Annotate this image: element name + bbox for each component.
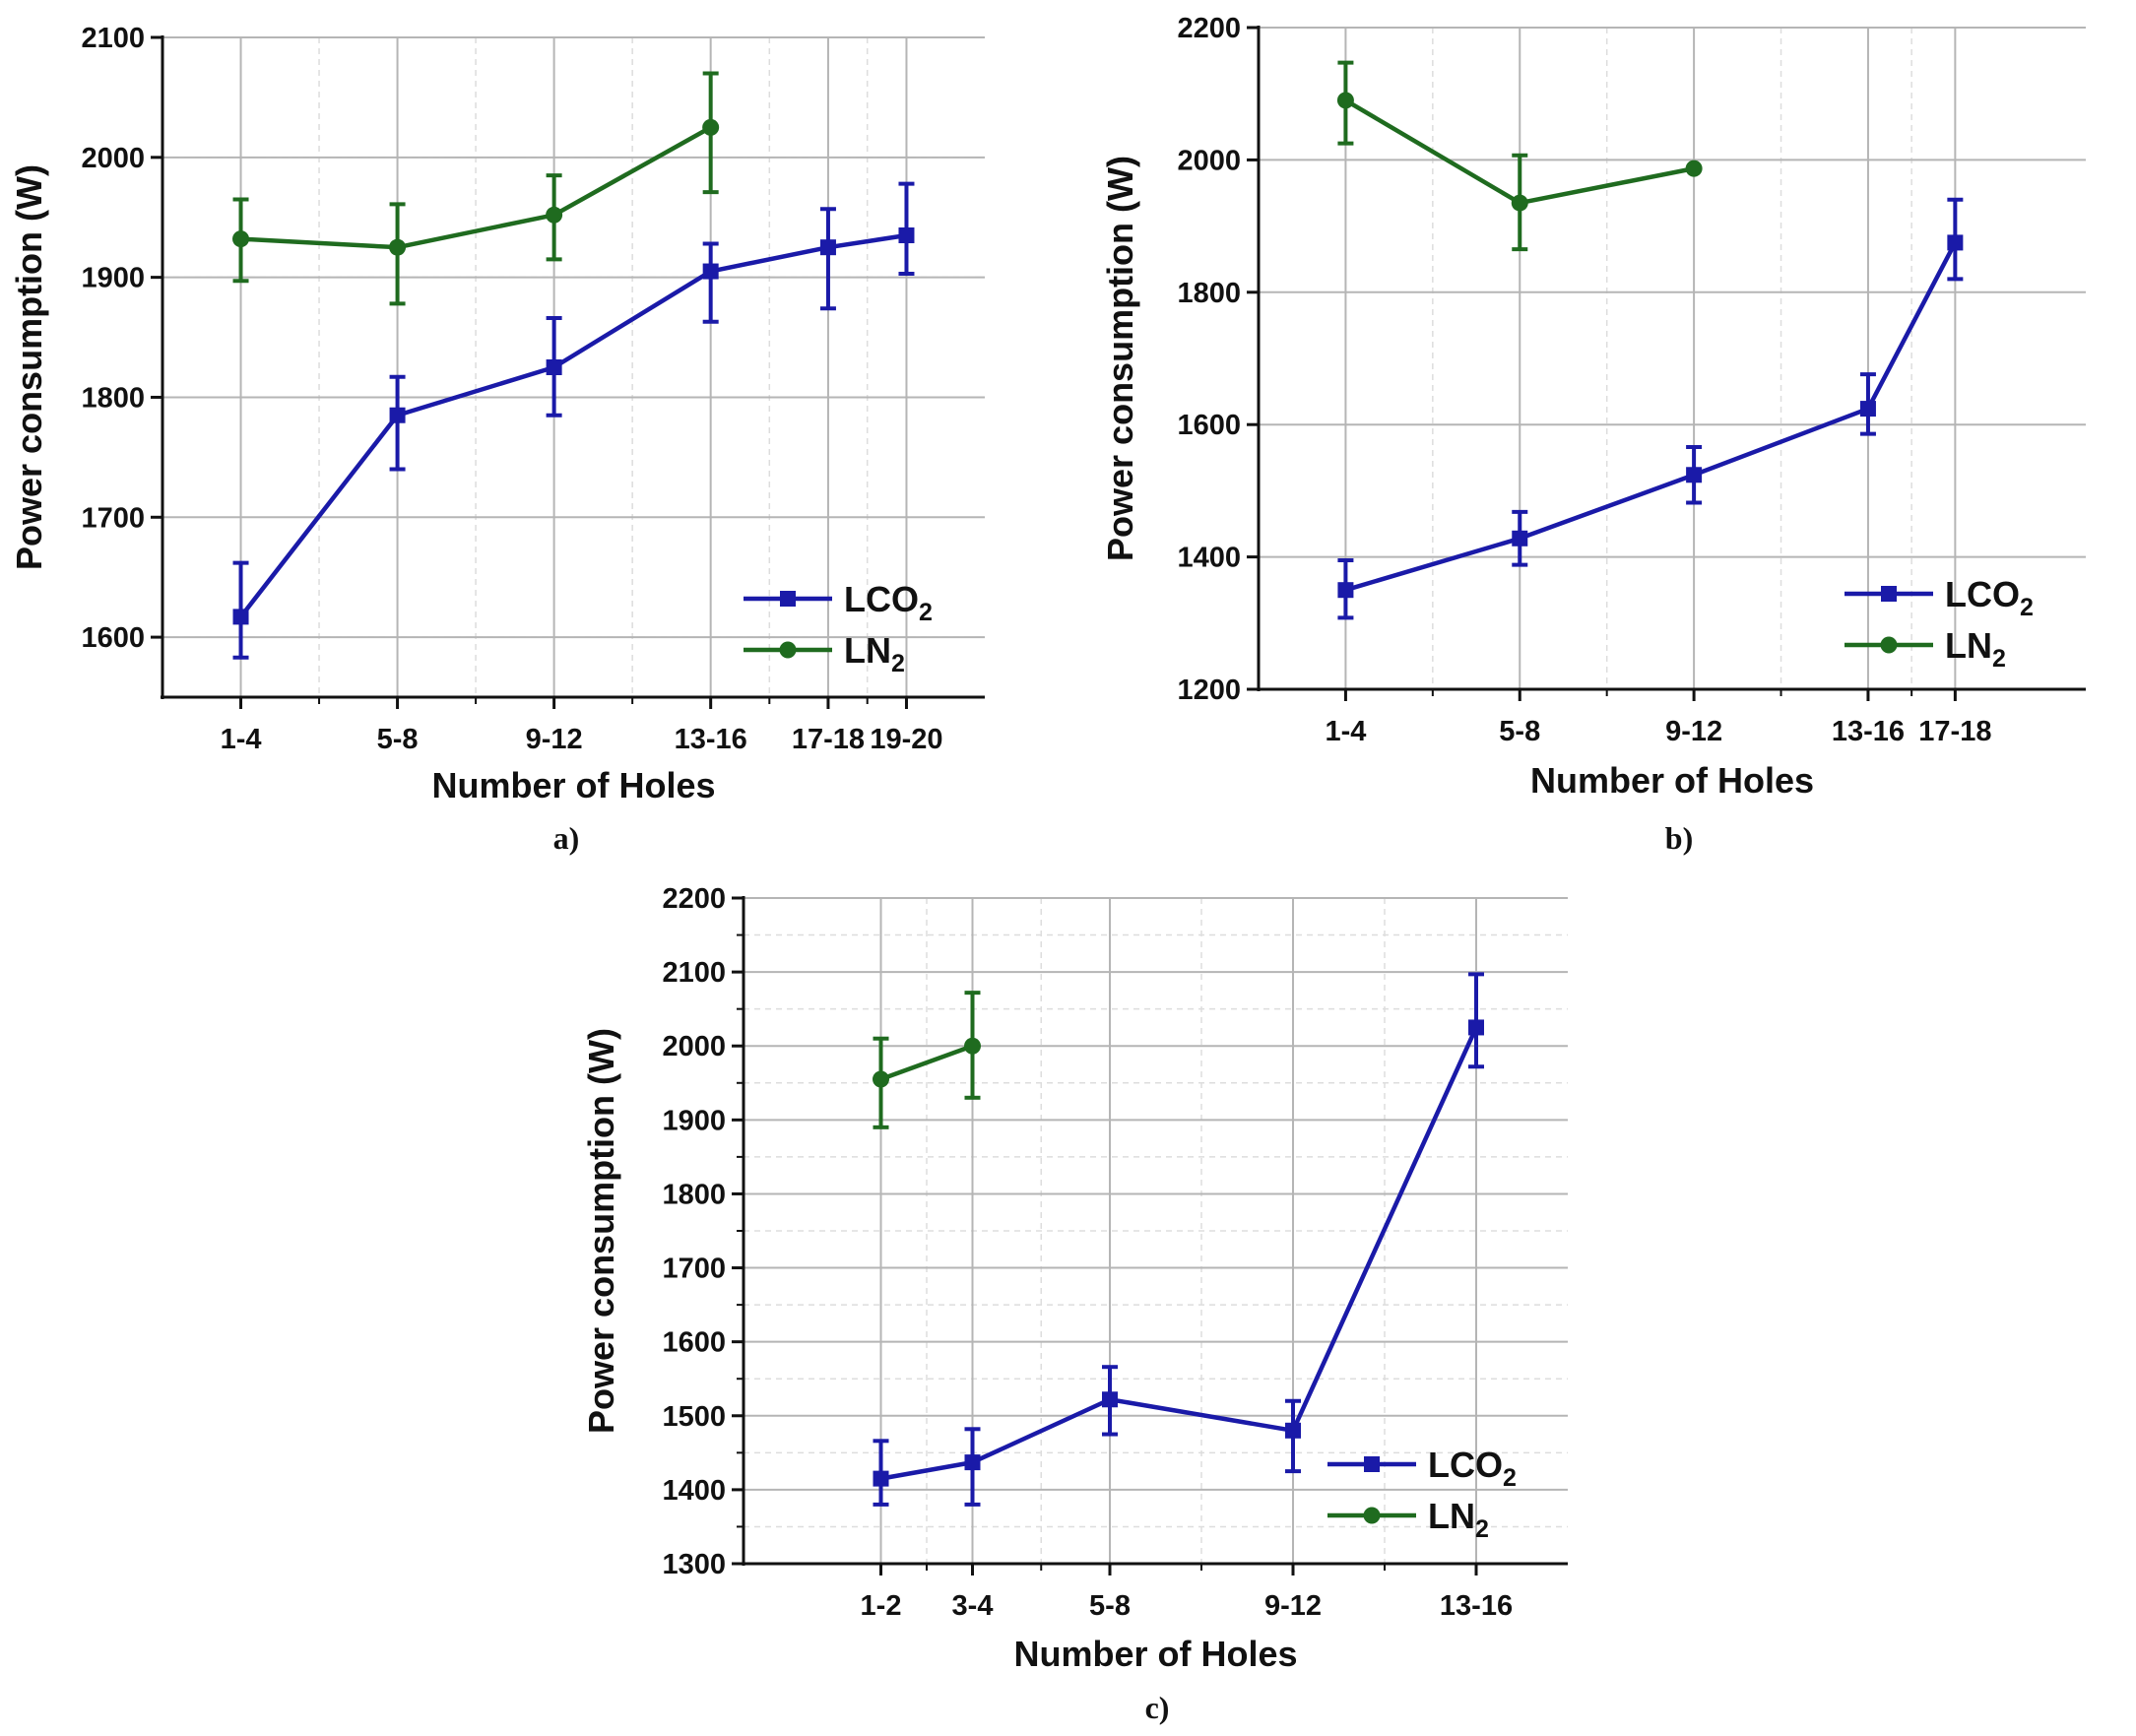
y-tick-label: 1800 [1177,278,1241,309]
legend-label-lco2: LCO2 [844,579,933,626]
data-point-lco2 [1859,401,1876,418]
legend-item-lco2: LCO2 [744,579,933,626]
y-tick-label: 2200 [662,883,726,915]
data-point-lco2 [1468,1019,1484,1036]
y-tick-label: 2100 [662,957,726,989]
series-line-ln2 [240,125,712,250]
y-axis-title: Power consumption (W) [1100,156,1140,561]
data-point-lco2 [819,239,836,256]
data-point-lco2 [389,407,406,423]
data-point-lco2 [1947,234,1964,251]
data-point-lco2 [1285,1422,1301,1439]
x-tick-label: 3-4 [952,1590,994,1622]
y-tick-label: 1600 [81,622,145,654]
x-tick-label: 13-16 [1832,716,1905,747]
data-point-ln2 [873,1070,889,1088]
y-tick-label: 1900 [662,1105,726,1136]
data-point-ln2 [964,1037,981,1055]
x-tick-label: 17-18 [1918,716,1991,747]
x-tick-label: 1-4 [1325,716,1366,747]
data-point-ln2 [1511,194,1528,212]
legend-item-ln2: LN2 [744,630,905,677]
data-point-ln2 [232,230,250,248]
data-point-lco2 [232,609,249,625]
x-tick-label: 19-20 [870,724,942,755]
data-point-lco2 [873,1470,889,1487]
y-tick-label: 1600 [662,1327,726,1359]
y-tick-label: 1800 [662,1179,726,1210]
legend-label-ln2: LN2 [844,630,905,677]
data-point-lco2 [1686,467,1703,483]
legend-label-ln2: LN2 [1945,625,2006,673]
legend-marker-lco2 [780,591,796,607]
legend-label-lco2: LCO2 [1428,1445,1517,1492]
y-tick-label: 1900 [81,263,145,294]
y-tick-label: 1400 [1177,543,1241,574]
legend-item-lco2: LCO2 [1327,1445,1517,1492]
y-axis-title: Power consumption (W) [581,1028,621,1434]
series-line-lco2 [238,232,907,618]
legend-marker-ln2 [1880,636,1898,654]
chart-panel-a: 1600 1700 1800 1900 2000 2100 1-4 5-8 9-12 13-16 1… [9,23,985,856]
y-tick-label: 2100 [81,23,145,54]
legend-marker-ln2 [779,641,797,659]
x-axis-title: Number of Holes [1013,1634,1297,1674]
x-tick-label: 17-18 [792,724,865,755]
legend-item-ln2: LN2 [1327,1496,1489,1543]
legend-item-lco2: LCO2 [1845,574,2034,621]
y-tick-label: 1600 [1177,410,1241,441]
y-axis-title: Power consumption (W) [9,164,49,570]
y-tick-label: 2000 [1177,145,1241,176]
x-axis-title: Number of Holes [1530,760,1814,801]
y-tick-label: 2000 [81,143,145,174]
data-point-ln2 [389,238,407,256]
x-tick-label: 9-12 [1665,716,1722,747]
legend-marker-ln2 [1363,1507,1381,1524]
y-tick-label: 2200 [1177,13,1241,44]
x-tick-label: 9-12 [1264,1590,1322,1622]
x-tick-label: 13-16 [675,724,747,755]
y-tick-label: 1700 [662,1254,726,1285]
x-tick-label: 5-8 [377,724,419,755]
data-point-ln2 [546,206,563,224]
y-tick-label: 1500 [662,1401,726,1433]
y-tick-label: 2000 [662,1031,726,1062]
y-tick-label: 1700 [81,502,145,534]
x-tick-label: 9-12 [526,724,583,755]
y-tick-label: 1200 [1177,675,1241,706]
x-tick-label: 5-8 [1089,1590,1131,1622]
data-point-lco2 [1337,582,1354,599]
legend-item-ln2: LN2 [1845,625,2006,673]
data-point-ln2 [702,118,720,136]
y-tick-label: 1400 [662,1475,726,1507]
data-point-lco2 [898,227,915,243]
y-tick-label: 1800 [81,382,145,414]
x-tick-label: 1-2 [861,1590,902,1622]
panel-label: c) [1145,1690,1170,1725]
series-line-lco2 [880,1026,1479,1481]
series-line-ln2 [879,1044,974,1082]
data-point-lco2 [964,1454,981,1471]
panel-label: b) [1665,820,1693,856]
data-point-ln2 [1685,160,1703,177]
data-point-ln2 [1336,92,1354,109]
legend-label-ln2: LN2 [1428,1496,1489,1543]
data-point-lco2 [546,359,562,375]
data-point-lco2 [1512,530,1528,547]
x-axis-title: Number of Holes [431,765,715,805]
legend-marker-lco2 [1364,1456,1380,1472]
panel-label: a) [553,820,580,856]
x-tick-label: 5-8 [1499,716,1540,747]
legend-label-lco2: LCO2 [1945,574,2034,621]
x-tick-label: 13-16 [1440,1590,1513,1622]
chart-panel-b: 1200 1400 1600 1800 2000 2200 1-4 5-8 9-12 13-16 1… [1100,13,2086,856]
x-tick-label: 1-4 [221,724,262,755]
chart-panel-c: 1300 1400 1500 1600 1700 1800 1900 2000 2100 2200… [581,883,1568,1725]
data-point-lco2 [1102,1391,1118,1408]
y-tick-label: 1300 [662,1549,726,1580]
data-point-lco2 [702,263,719,280]
legend-marker-lco2 [1881,586,1897,602]
